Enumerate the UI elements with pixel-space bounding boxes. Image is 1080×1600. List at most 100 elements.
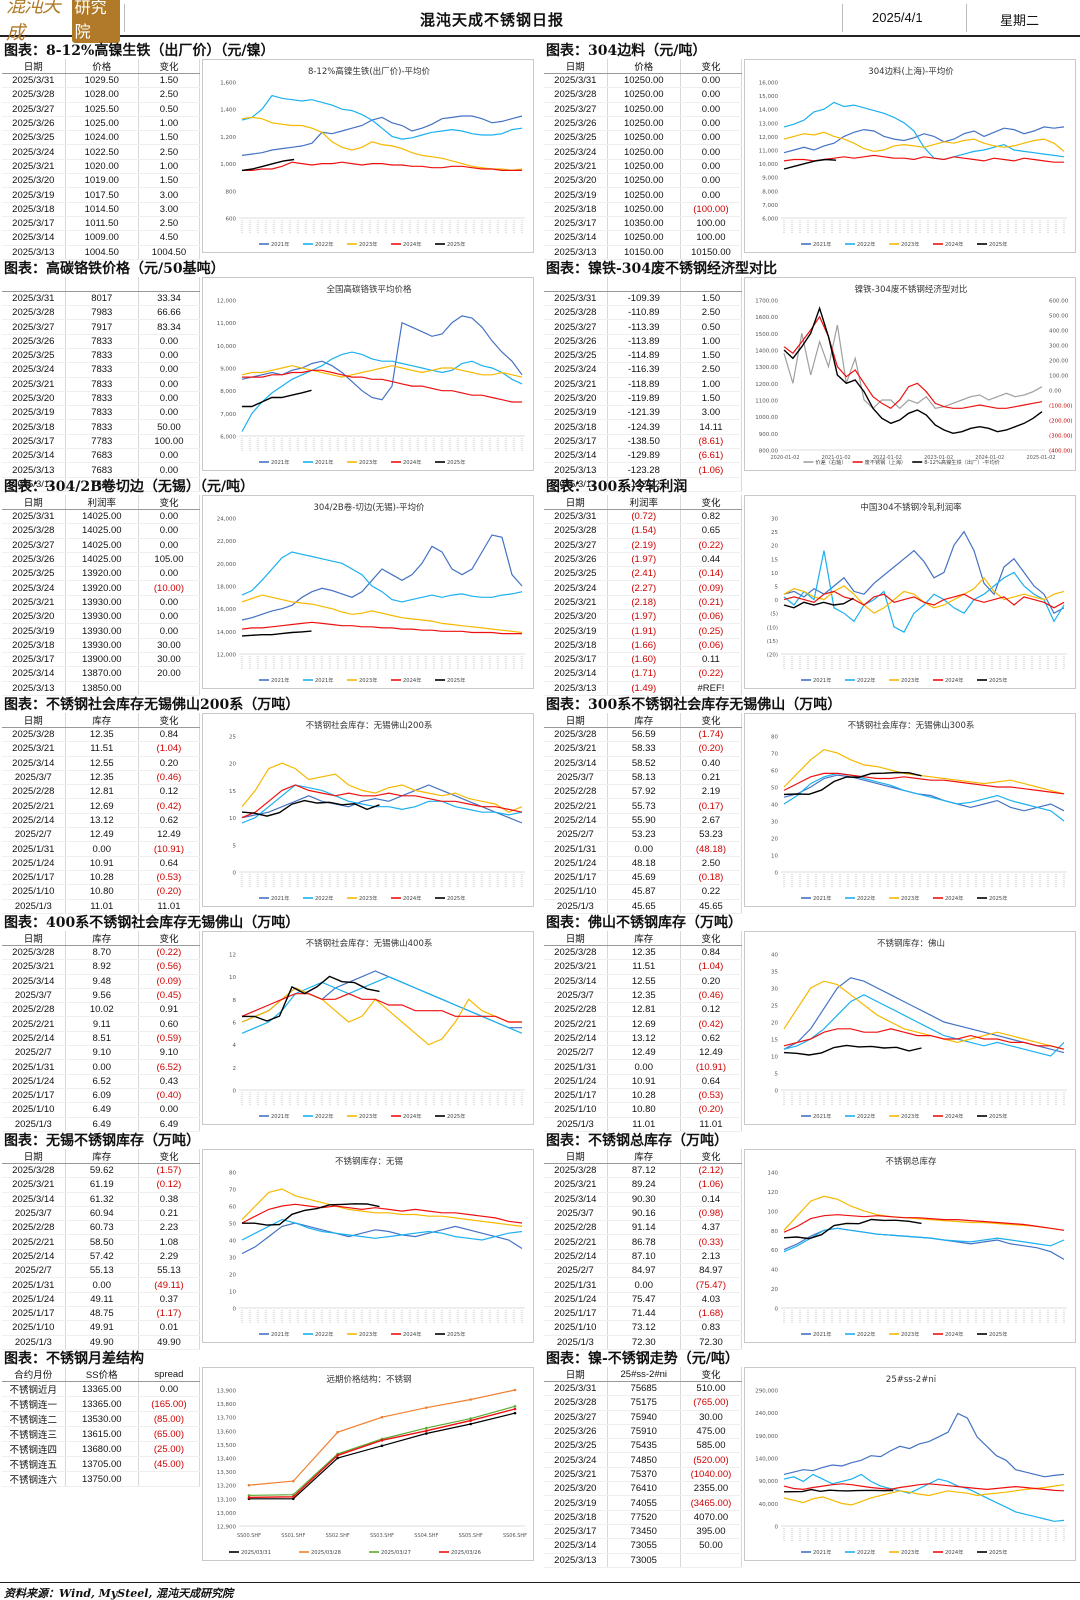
- series-line: [241, 976, 523, 1034]
- table-cell: -113.39: [607, 319, 681, 335]
- y-tick-label: 18,000: [217, 585, 237, 591]
- table-cell: 2025/3/21: [544, 377, 608, 392]
- table-cell: 100.00: [680, 230, 743, 246]
- table-row: 2025/3/18 10250.00 (100.00): [544, 202, 743, 217]
- y-tick-label: 60: [771, 1248, 778, 1254]
- table-cell: 475.00: [680, 1424, 743, 1440]
- y-tick-label: 140,000: [755, 1457, 778, 1463]
- table-cell: 2025/3/21: [2, 159, 66, 175]
- table-cell: 2025/3/21: [2, 595, 66, 611]
- y2-tick-label: 600.00: [1049, 299, 1069, 305]
- table-row: 2025/3/26 10250.00 0.00: [544, 116, 743, 132]
- table-row: 不锈钢连二 13530.00 (85.00): [2, 1411, 201, 1427]
- table-cell: 2025/2/28: [544, 1002, 608, 1018]
- table-cell: 7683: [65, 477, 139, 492]
- table-row: 2025/3/19 1017.50 3.00: [2, 187, 201, 203]
- table-cell: 2025/3/28: [2, 945, 66, 961]
- line-chart: 304/2B卷-切边(无锡)-平均价 12,000 14,000 16,000 18,0…: [202, 495, 534, 689]
- legend-label: 2023年: [359, 894, 377, 902]
- table-row: 2025/3/21 61.19 (0.12): [2, 1177, 201, 1193]
- table-row: 2025/1/17 6.09 (0.40): [2, 1088, 201, 1104]
- table-row: 2025/2/28 57.92 2.19: [544, 784, 743, 800]
- legend-label: 2025年: [989, 1112, 1007, 1120]
- table-cell: 0.00: [138, 362, 201, 378]
- table-cell: (10.00): [138, 580, 201, 596]
- table-row: 2025/1/3 11.01 11.01: [2, 899, 201, 914]
- table-cell: (0.06): [680, 609, 743, 625]
- table-cell: 2025/3/14: [544, 974, 608, 989]
- series-line: [241, 630, 312, 637]
- table-cell: 0.00: [138, 448, 201, 464]
- table-cell: 1.50: [680, 391, 743, 407]
- column-header: 库存: [607, 1149, 681, 1164]
- table-cell: (0.40): [138, 1088, 201, 1104]
- table-cell: 1.00: [680, 334, 743, 349]
- table-row: 2025/1/17 48.75 (1.17): [2, 1306, 201, 1322]
- line-chart: 8-12%高镍生铁(出厂价)-平均价 600 800 1,000 1,200 1,400 1…: [202, 59, 534, 253]
- column-header: [138, 277, 201, 292]
- table-row: 2025/3/25 7833 0.00: [2, 348, 201, 364]
- table-cell: 2025/2/21: [2, 1234, 66, 1250]
- table-cell: 0.00: [65, 841, 139, 857]
- table-row: 2025/3/21 1020.00 1.00: [2, 159, 201, 175]
- table-cell: -116.39: [607, 362, 681, 378]
- table-cell: 2.19: [680, 784, 743, 800]
- table-row: 2025/2/28 10.02 0.91: [2, 1002, 201, 1018]
- legend-label: 2025/03/31: [241, 1550, 271, 1556]
- table-row: 2025/3/7 90.16 (0.98): [544, 1206, 743, 1222]
- table-row: 2025/3/24 (2.27) (0.09): [544, 580, 743, 596]
- series-line: [783, 977, 1065, 1054]
- column-header: 库存: [65, 1149, 139, 1164]
- legend-label: 2022年: [315, 894, 333, 902]
- series-line: [241, 762, 523, 813]
- table-cell: 75685: [607, 1381, 681, 1397]
- table-cell: 12.35: [607, 988, 681, 1004]
- table-cell: 0.00: [138, 1381, 201, 1397]
- series-line: [783, 980, 1065, 1050]
- table-cell: 1017.50: [65, 187, 139, 203]
- table-row: 2025/3/25 10250.00 0.00: [544, 130, 743, 146]
- legend-label: 2024年: [945, 1330, 963, 1338]
- data-table: 2025/3/31 -109.39 1.50 2025/3/28 -110.89 2.50…: [544, 277, 743, 492]
- table-cell: 2025/3/7: [544, 770, 608, 786]
- y-tick-label: 35: [771, 970, 778, 976]
- table-cell: 2025/3/7: [544, 988, 608, 1004]
- table-row: 2025/3/31 -109.39 1.50: [544, 291, 743, 307]
- table-cell: 2025/3/19: [544, 623, 608, 639]
- series-line: [248, 1408, 516, 1499]
- y-tick-label: 1000.00: [755, 415, 778, 421]
- table-cell: 0.00: [138, 566, 201, 582]
- table-cell: 2025/2/28: [544, 784, 608, 800]
- table-header-row: 日期 25#ss-2#ni 变化: [544, 1367, 743, 1382]
- table-cell: 10250.00: [607, 202, 681, 217]
- table-cell: 73005: [607, 1553, 681, 1568]
- y-tick-label: 12: [229, 953, 236, 959]
- table-cell: (2.27): [607, 580, 681, 596]
- table-cell: 2025/3/20: [544, 173, 608, 189]
- table-cell: 2025/2/7: [2, 827, 66, 843]
- y-tick-label: 25: [771, 530, 778, 536]
- table-header-row: 日期 价格 变化: [2, 59, 201, 74]
- table-cell: 7783: [65, 434, 139, 450]
- data-source: 资料来源：Wind, MySteel, 混沌天成研究院: [4, 1587, 234, 1600]
- y-tick-label: 90,000: [759, 1479, 779, 1485]
- table-cell: 2025/3/26: [544, 116, 608, 132]
- table-cell: (0.14): [680, 566, 743, 582]
- series-line: [783, 590, 1065, 609]
- table-cell: 0.00: [138, 391, 201, 407]
- y-tick-label: 12,900: [217, 1525, 237, 1531]
- table-cell: 7683: [65, 462, 139, 478]
- table-cell: 2025/3/28: [544, 305, 608, 321]
- y-tick-label: 6: [233, 1021, 237, 1027]
- table-cell: (2.19): [607, 538, 681, 553]
- data-point: [513, 1411, 517, 1415]
- table-row: 2025/3/17 73450 395.00: [544, 1524, 743, 1540]
- table-cell: 2025/2/28: [2, 784, 66, 800]
- y-tick-label: 1600.00: [755, 315, 778, 321]
- table-cell: 2025/1/17: [2, 1088, 66, 1104]
- y-tick-label: 13,900: [217, 1389, 237, 1395]
- legend-label: 2023年: [359, 240, 377, 248]
- table-cell: (1.66): [607, 638, 681, 653]
- table-cell: (1.60): [607, 652, 681, 668]
- table-cell: (10.91): [680, 1059, 743, 1075]
